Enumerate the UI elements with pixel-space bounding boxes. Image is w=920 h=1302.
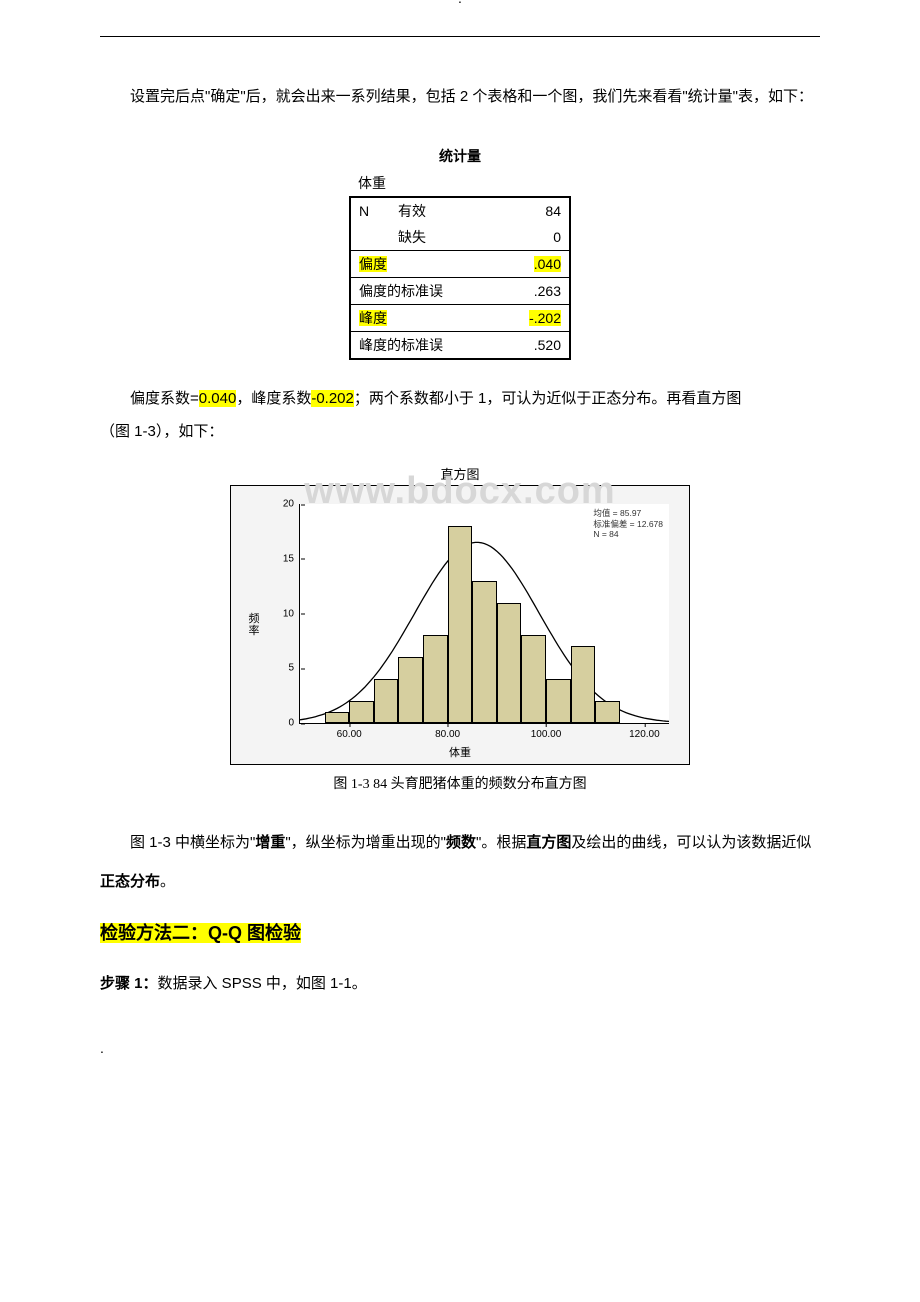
statistics-table-block: 统计量 体重 N 有效 84 缺失 0 偏度 .040 偏度的标准误 xyxy=(100,146,820,360)
histogram-bar xyxy=(398,657,423,723)
chart-ytick: 0 xyxy=(288,718,300,729)
histogram-bar xyxy=(472,581,497,723)
step1-label: 步骤 1： xyxy=(100,975,158,992)
chart-xtick: 80.00 xyxy=(435,723,460,740)
chart-title: 直方图 xyxy=(230,464,690,483)
stats-kurt-label: 峰度 xyxy=(359,310,387,326)
stats-table: 体重 N 有效 84 缺失 0 偏度 .040 偏度的标准误 .263 xyxy=(349,170,571,360)
histogram-bar xyxy=(448,526,473,723)
page-footer-dot: . xyxy=(100,1040,820,1056)
stats-skew-label: 偏度 xyxy=(359,256,387,272)
histogram-bar xyxy=(546,679,571,723)
step1-line: 步骤 1：数据录入 SPSS 中，如图 1-1。 xyxy=(100,967,820,1000)
stats-skew-se-value: .263 xyxy=(500,278,570,305)
chart-xtick: 100.00 xyxy=(531,723,562,740)
histogram-bar xyxy=(521,635,546,723)
chart-ytick: 10 xyxy=(283,608,300,619)
stats-skew-value: .040 xyxy=(534,256,561,272)
histogram-bar xyxy=(349,701,374,723)
page-header-dot: . xyxy=(100,0,820,6)
stats-valid-value: 84 xyxy=(500,197,570,224)
header-rule xyxy=(100,36,820,37)
histogram-bar xyxy=(571,646,596,723)
commentary-line1: 偏度系数=0.040，峰度系数-0.202；两个系数都小于 1，可认为近似于正态… xyxy=(100,385,820,414)
stats-title: 统计量 xyxy=(100,146,820,166)
chart-xlabel: 体重 xyxy=(231,744,689,760)
stats-kurt-se-label: 峰度的标准误 xyxy=(350,332,500,360)
chart-box: 频 率 0 5 10 15 20 60.00 80.00 100.00 120.00 均值 = … xyxy=(230,485,690,765)
stats-missing-label: 缺失 xyxy=(390,224,500,251)
legend-sd: 标准偏差 = 12.678 xyxy=(593,519,663,530)
step1-text: 数据录入 SPSS 中，如图 1-1。 xyxy=(158,975,367,992)
legend-n: N = 84 xyxy=(593,529,663,540)
stats-n-label: N xyxy=(350,197,390,224)
stats-missing-value: 0 xyxy=(500,224,570,251)
chart-xtick: 60.00 xyxy=(337,723,362,740)
intro-paragraph: 设置完后点"确定"后，就会出来一系列结果，包括 2 个表格和一个图，我们先来看看… xyxy=(100,77,820,116)
figure-caption: 图 1-3 84 头育肥猪体重的频数分布直方图 xyxy=(100,773,820,793)
stats-skew-se-label: 偏度的标准误 xyxy=(350,278,500,305)
histogram-bar xyxy=(325,712,350,723)
chart-ytick: 5 xyxy=(288,663,300,674)
method2-heading: 检验方法二：Q-Q 图检验 xyxy=(100,919,820,945)
commentary-line2: （图 1-3），如下： xyxy=(100,418,820,447)
legend-mean: 均值 = 85.97 xyxy=(593,508,663,519)
chart-ytick: 20 xyxy=(283,499,300,510)
chart-legend: 均值 = 85.97 标准偏差 = 12.678 N = 84 xyxy=(593,508,663,540)
chart-ylabel: 频 率 xyxy=(247,613,261,637)
chart-xtick: 120.00 xyxy=(629,723,660,740)
histogram-figure: 直方图 www.bdocx.com 频 率 0510152060.0080.00… xyxy=(230,464,690,765)
stats-var-label: 体重 xyxy=(350,170,500,197)
stats-kurt-value: -.202 xyxy=(529,310,561,326)
histogram-bar xyxy=(374,679,399,723)
histogram-bar xyxy=(595,701,620,723)
stats-kurt-se-value: .520 xyxy=(500,332,570,360)
figure-commentary: 图 1-3 中横坐标为"增重"，纵坐标为增重出现的"频数"。根据直方图及绘出的曲… xyxy=(100,823,820,901)
stats-valid-label: 有效 xyxy=(390,197,500,224)
histogram-bar xyxy=(497,603,522,723)
chart-ytick: 15 xyxy=(283,553,300,564)
histogram-bar xyxy=(423,635,448,723)
